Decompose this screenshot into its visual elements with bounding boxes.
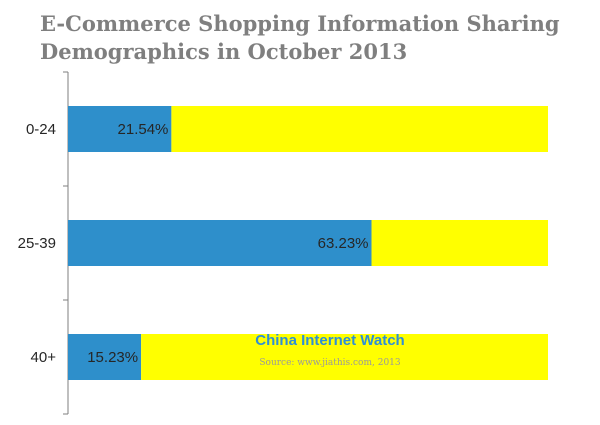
watermark: China Internet Watch Source: www.jiathis.…: [255, 332, 404, 368]
bars: [68, 106, 548, 380]
category-label: 25-39: [18, 235, 56, 252]
chart-title-line-2: Demographics in October 2013: [40, 39, 408, 64]
category-label: 40+: [31, 349, 57, 366]
bar-share: [68, 334, 142, 380]
bar-share: [68, 220, 372, 266]
watermark-title: China Internet Watch: [255, 332, 404, 349]
bar-remainder: [371, 220, 548, 266]
data-label: 21.54%: [118, 121, 169, 138]
labels: 0-24 21.54% 25-39 63.23% 40+ 15.23%: [18, 121, 369, 366]
bar-share: [68, 106, 172, 152]
data-label: 63.23%: [318, 235, 369, 252]
bar-remainder: [141, 334, 548, 380]
category-label: 0-24: [26, 121, 56, 138]
chart-title-line-1: E-Commerce Shopping Information Sharing: [40, 11, 560, 36]
chart-title: E-Commerce Shopping Information Sharing …: [40, 10, 590, 66]
bar-remainder: [171, 106, 548, 152]
y-axis: [63, 71, 69, 415]
watermark-source: Source: www.jiathis.com, 2013: [259, 358, 401, 368]
data-label: 15.23%: [87, 349, 138, 366]
